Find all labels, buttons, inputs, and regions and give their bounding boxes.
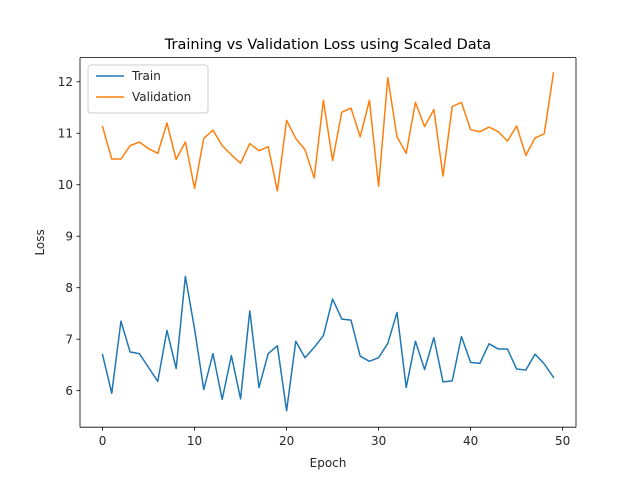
y-tick-label: 7 (65, 332, 73, 346)
y-tick-label: 9 (65, 229, 73, 243)
legend-label-train: Train (131, 69, 161, 83)
y-tick-label: 11 (58, 126, 73, 140)
x-tick-label: 50 (555, 434, 570, 448)
series-line-validation (101, 72, 555, 192)
y-tick-label: 10 (58, 178, 73, 192)
y-axis-label: Loss (33, 229, 47, 255)
x-tick-label: 30 (371, 434, 386, 448)
x-axis-label: Epoch (310, 456, 347, 470)
x-tick-label: 10 (187, 434, 202, 448)
y-tick-label: 12 (58, 75, 73, 89)
legend: Train Validation (87, 64, 209, 114)
y-axis-ticks: 6 7 8 9 10 11 12 (58, 75, 80, 398)
series-layer (101, 72, 555, 412)
x-tick-label: 40 (463, 434, 478, 448)
chart-title: Training vs Validation Loss using Scaled… (164, 37, 491, 53)
plot-area (80, 57, 576, 428)
y-tick-label: 6 (65, 384, 73, 398)
x-tick-label: 0 (99, 434, 107, 448)
legend-box (87, 64, 209, 114)
y-tick-label: 8 (65, 281, 73, 295)
legend-label-validation: Validation (132, 90, 191, 104)
x-axis-ticks: 0 10 20 30 40 50 (99, 427, 570, 448)
x-tick-label: 20 (279, 434, 294, 448)
axes-spines (79, 57, 577, 428)
series-line-train (101, 275, 555, 412)
